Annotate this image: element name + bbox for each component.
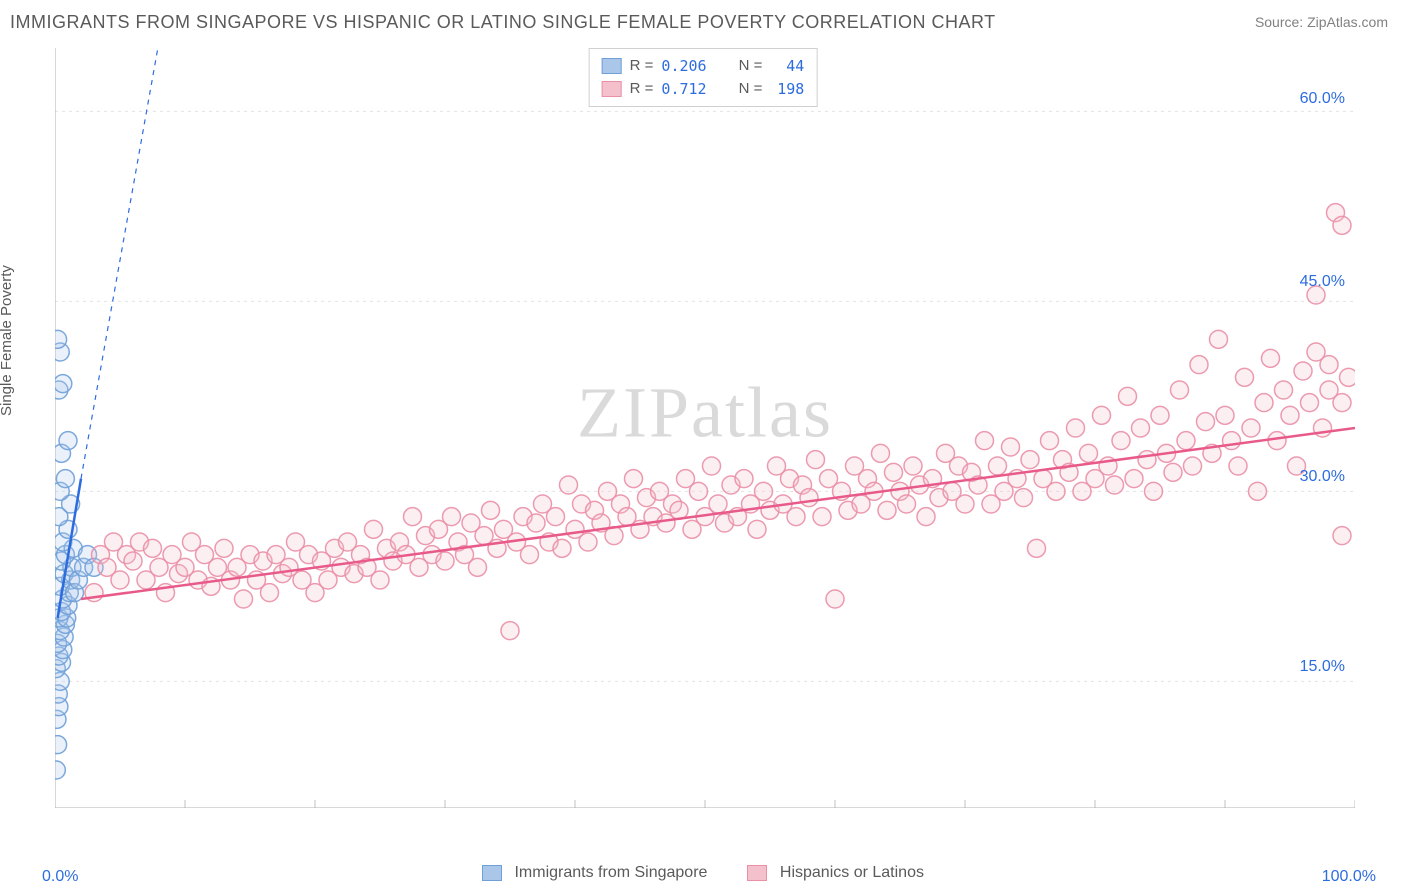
r-label: R = — [630, 55, 654, 78]
legend-label-hispanic: Hispanics or Latinos — [780, 864, 924, 881]
y-tick-60: 60.0% — [1300, 90, 1345, 108]
legend-label-singapore: Immigrants from Singapore — [514, 864, 707, 881]
swatch-hispanic-icon — [747, 865, 767, 881]
legend-row-singapore: R = 0.206 N = 44 — [602, 55, 805, 78]
y-tick-45: 45.0% — [1300, 273, 1345, 291]
chart-title: IMMIGRANTS FROM SINGAPORE VS HISPANIC OR… — [10, 12, 996, 33]
y-tick-30: 30.0% — [1300, 468, 1345, 486]
legend-item-hispanic: Hispanics or Latinos — [747, 864, 924, 882]
series-legend: Immigrants from Singapore Hispanics or L… — [0, 854, 1406, 892]
r-value-hispanic: 0.712 — [661, 78, 706, 101]
r-label: R = — [630, 78, 654, 101]
n-label: N = — [739, 55, 763, 78]
swatch-singapore-icon — [482, 865, 502, 881]
source-link[interactable]: ZipAtlas.com — [1307, 14, 1388, 30]
n-value-hispanic: 198 — [770, 78, 804, 101]
legend-row-hispanic: R = 0.712 N = 198 — [602, 78, 805, 101]
source-label: Source: — [1255, 14, 1303, 30]
correlation-legend: R = 0.206 N = 44 R = 0.712 N = 198 — [589, 48, 818, 107]
y-tick-15: 15.0% — [1300, 658, 1345, 676]
legend-item-singapore: Immigrants from Singapore — [482, 864, 707, 882]
n-label: N = — [739, 78, 763, 101]
swatch-hispanic — [602, 81, 622, 97]
source-attribution: Source: ZipAtlas.com — [1255, 14, 1388, 30]
n-value-singapore: 44 — [770, 55, 804, 78]
swatch-singapore — [602, 58, 622, 74]
scatter-svg — [55, 48, 1355, 808]
y-axis-label: Single Female Poverty — [0, 265, 15, 416]
plot-area: ZIPatlas 60.0% 45.0% 30.0% 15.0% — [55, 48, 1355, 808]
r-value-singapore: 0.206 — [661, 55, 706, 78]
